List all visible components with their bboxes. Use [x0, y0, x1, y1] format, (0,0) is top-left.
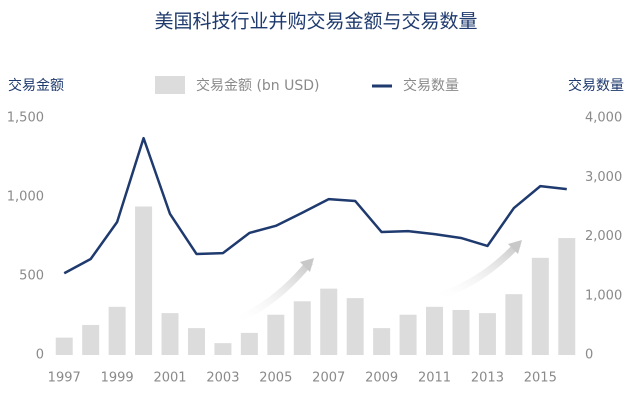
line: [63, 136, 567, 275]
y2-tick-label: 1,000: [585, 288, 622, 303]
bar: [320, 288, 338, 355]
chart-title: 美国科技行业并购交易金额与交易数量: [154, 11, 477, 33]
x-tick-label: 1999: [101, 371, 134, 386]
bar: [373, 328, 391, 355]
bar: [399, 314, 417, 355]
x-tick-label: 1997: [48, 371, 81, 386]
trend-arrow-head: [300, 258, 314, 272]
bar: [267, 314, 285, 355]
bar: [55, 337, 73, 355]
bar: [82, 324, 100, 355]
bar: [346, 298, 364, 355]
bar: [293, 301, 311, 355]
x-tick-label: 2005: [259, 371, 292, 386]
y2-tick-label: 0: [585, 348, 593, 363]
y2-tick-label: 3,000: [585, 170, 622, 185]
y-tick-label: 0: [36, 348, 44, 363]
bar: [108, 306, 126, 355]
y2-axis-title: 交易数量: [568, 77, 624, 94]
bar: [558, 238, 576, 355]
y-tick-label: 1,000: [7, 190, 44, 205]
y2-tick-label: 4,000: [585, 111, 622, 126]
bar: [478, 313, 496, 355]
x-tick-label: 2001: [153, 371, 186, 386]
legend-label: 交易数量: [403, 77, 459, 94]
bar: [426, 306, 444, 355]
bar: [161, 313, 179, 355]
y-tick-label: 500: [19, 269, 44, 284]
trend-arrow: [431, 241, 521, 302]
legend-label: 交易金额 (bn USD): [196, 77, 320, 94]
x-tick-label: 2013: [471, 371, 504, 386]
bar: [505, 294, 523, 355]
bar: [452, 309, 470, 355]
bar: [531, 257, 549, 355]
legend-swatch: [155, 76, 185, 94]
x-tick-label: 2011: [418, 371, 451, 386]
y-tick-label: 1,500: [7, 111, 44, 126]
y-axis-title: 交易金额: [8, 77, 64, 94]
x-tick-label: 2009: [365, 371, 398, 386]
x-tick-label: 2007: [312, 371, 345, 386]
trend-arrow-head: [508, 240, 522, 254]
bar: [214, 343, 232, 355]
trend-arrow: [230, 259, 313, 326]
bar: [135, 206, 153, 355]
x-tick-label: 2003: [206, 371, 239, 386]
x-tick-label: 2015: [524, 371, 557, 386]
bar: [187, 328, 205, 355]
bar: [240, 332, 258, 355]
y2-tick-label: 2,000: [585, 229, 622, 244]
